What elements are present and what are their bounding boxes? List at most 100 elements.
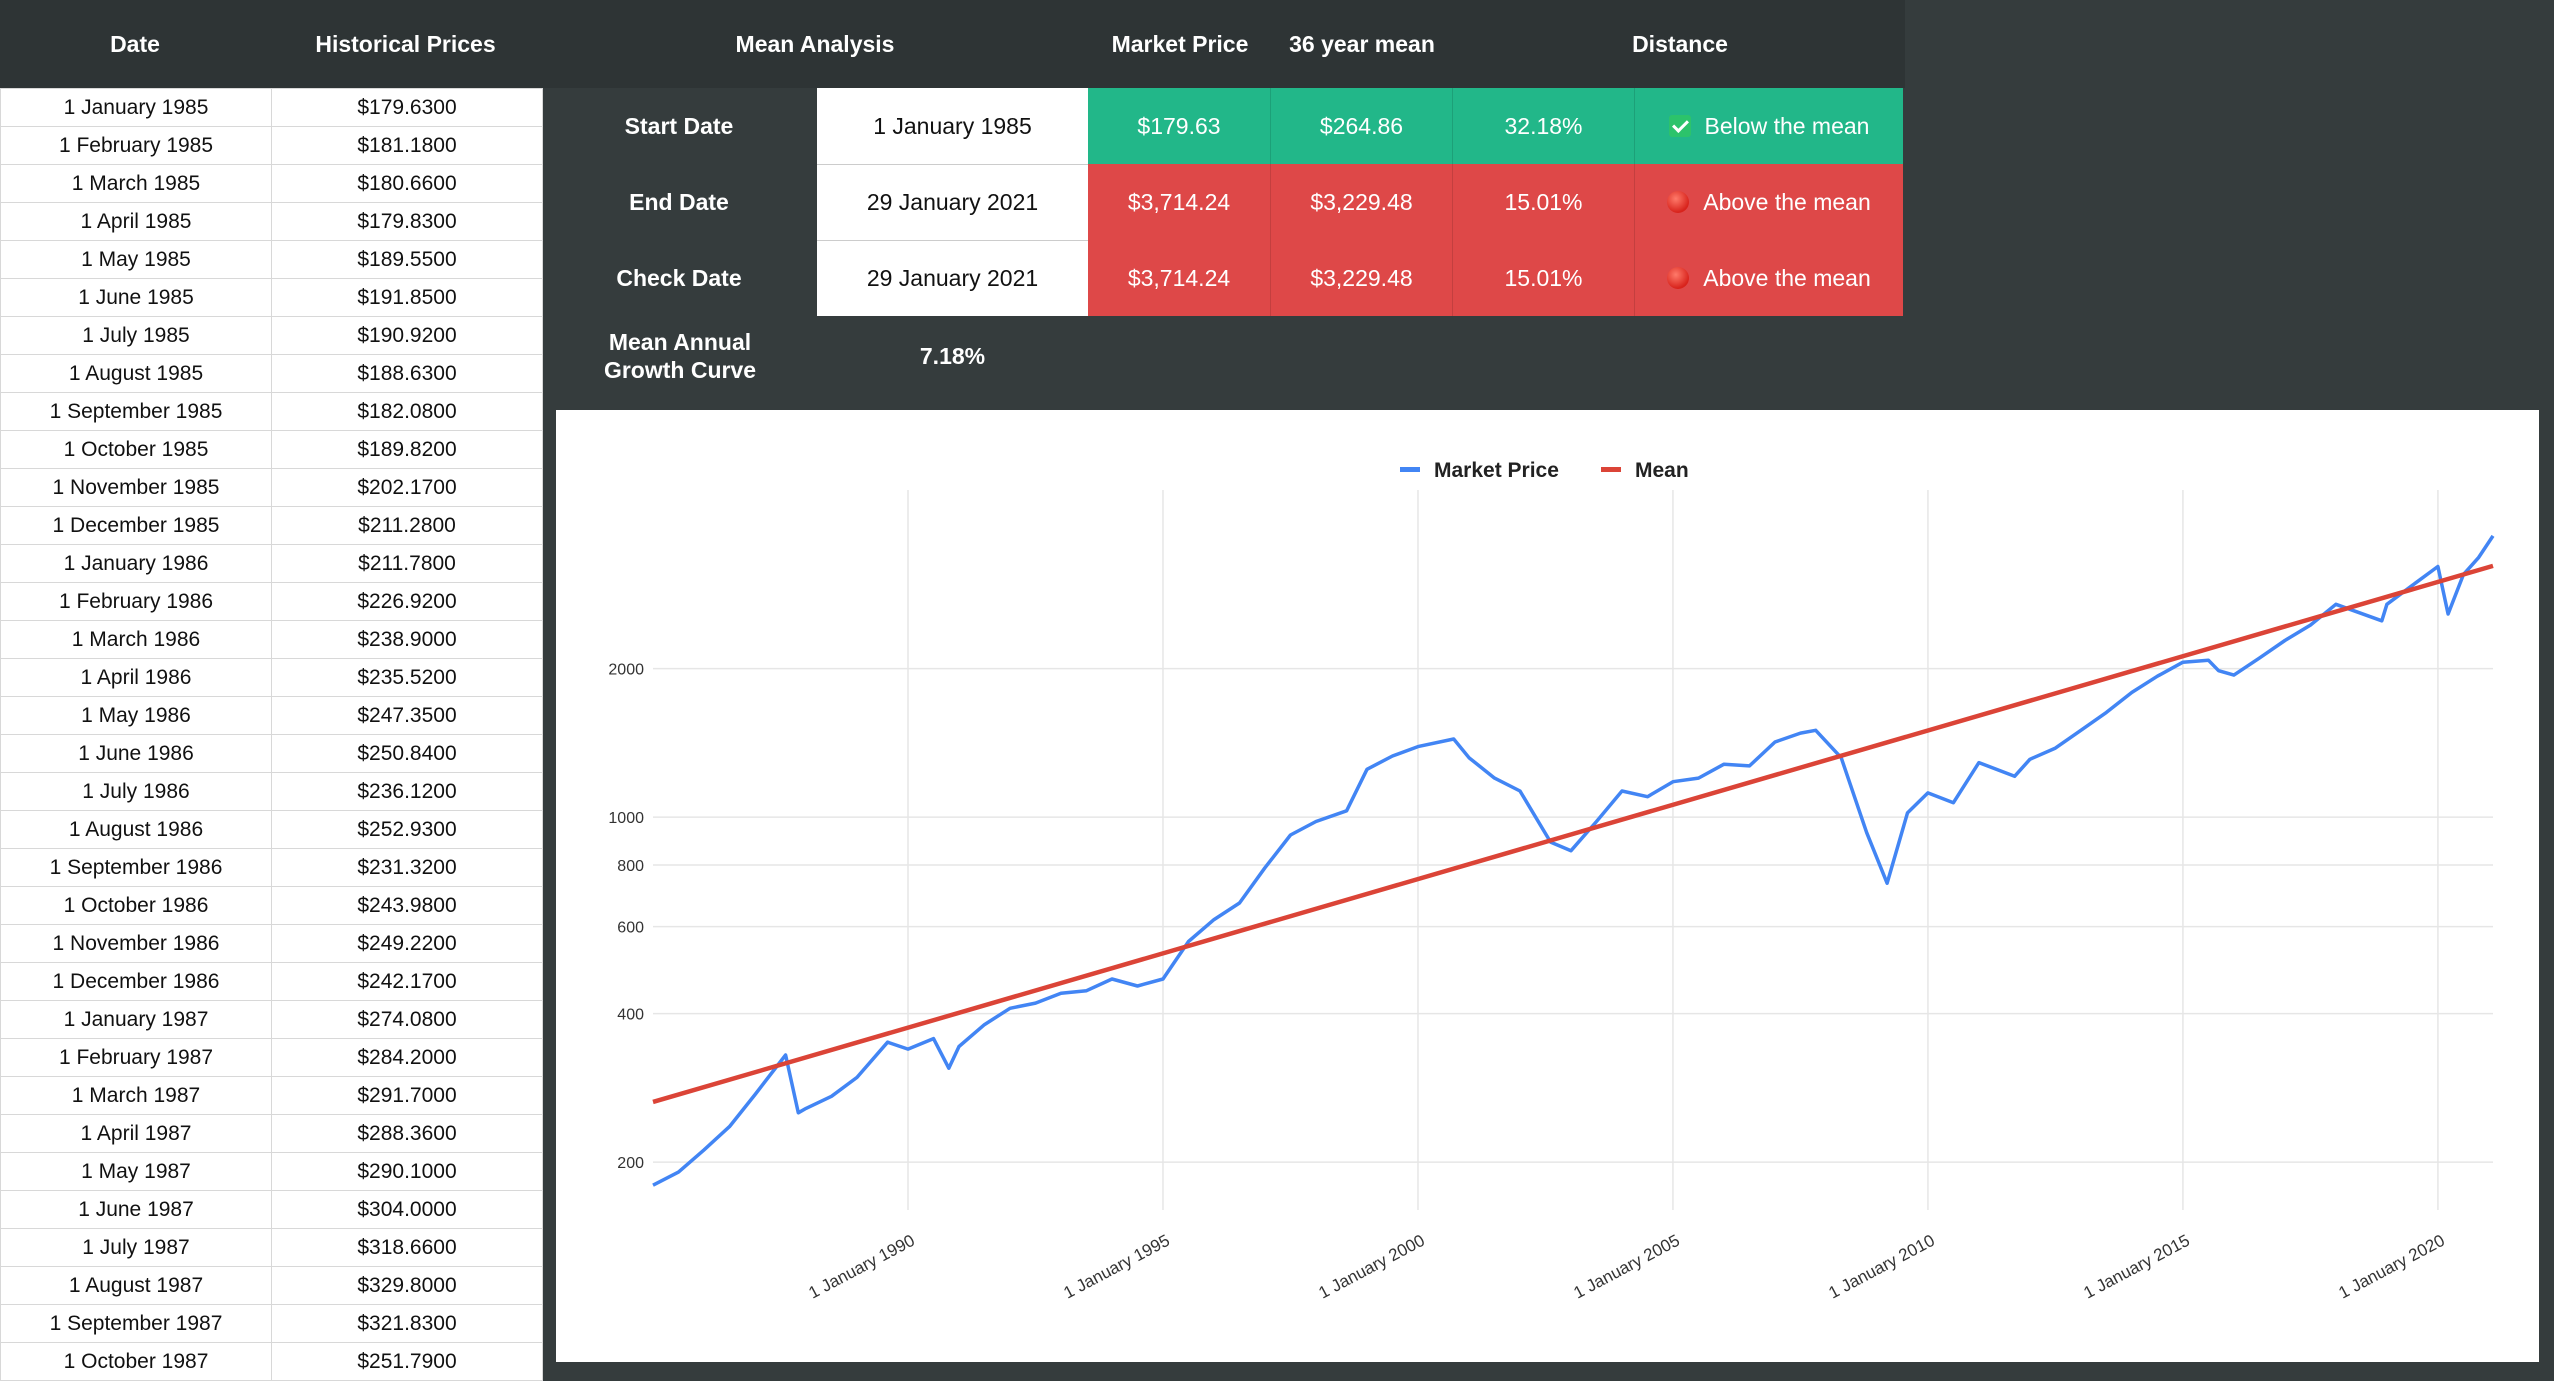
- table-row: 1 October 1985 $189.8200: [0, 430, 543, 469]
- x-tick-label: 1 January 2015: [2080, 1231, 2192, 1303]
- date-cell[interactable]: 1 April 1985: [0, 202, 272, 241]
- start-mean-value: $264.86: [1271, 88, 1453, 164]
- price-cell[interactable]: $318.6600: [271, 1228, 543, 1267]
- date-cell[interactable]: 1 April 1986: [0, 658, 272, 697]
- price-cell[interactable]: $189.5500: [271, 240, 543, 279]
- table-row: 1 July 1987 $318.6600: [0, 1228, 543, 1267]
- table-row: 1 January 1986 $211.7800: [0, 544, 543, 583]
- price-cell[interactable]: $321.8300: [271, 1304, 543, 1343]
- date-cell[interactable]: 1 January 1987: [0, 1000, 272, 1039]
- date-cell[interactable]: 1 September 1987: [0, 1304, 272, 1343]
- price-cell[interactable]: $238.9000: [271, 620, 543, 659]
- price-cell[interactable]: $236.1200: [271, 772, 543, 811]
- x-tick-label: 1 January 2010: [1825, 1231, 1937, 1303]
- date-cell[interactable]: 1 July 1985: [0, 316, 272, 355]
- price-cell[interactable]: $202.1700: [271, 468, 543, 507]
- date-cell[interactable]: 1 May 1987: [0, 1152, 272, 1191]
- check-distance-pct: 15.01%: [1453, 240, 1635, 316]
- price-cell[interactable]: $190.9200: [271, 316, 543, 355]
- date-cell[interactable]: 1 July 1987: [0, 1228, 272, 1267]
- price-cell[interactable]: $250.8400: [271, 734, 543, 773]
- mean-line: [652, 563, 2494, 1105]
- date-cell[interactable]: 1 September 1985: [0, 392, 272, 431]
- price-cell[interactable]: $211.2800: [271, 506, 543, 545]
- date-cell[interactable]: 1 July 1986: [0, 772, 272, 811]
- price-cell[interactable]: $188.6300: [271, 354, 543, 393]
- date-cell[interactable]: 1 June 1985: [0, 278, 272, 317]
- chart-series: [652, 534, 2495, 1187]
- table-row: 1 June 1986 $250.8400: [0, 734, 543, 773]
- date-cell[interactable]: 1 May 1985: [0, 240, 272, 279]
- table-row: 1 November 1985 $202.1700: [0, 468, 543, 507]
- price-cell[interactable]: $242.1700: [271, 962, 543, 1001]
- date-cell[interactable]: 1 March 1986: [0, 620, 272, 659]
- price-cell[interactable]: $284.2000: [271, 1038, 543, 1077]
- table-row: 1 February 1985 $181.1800: [0, 126, 543, 165]
- end-distance-pct: 15.01%: [1453, 164, 1635, 240]
- table-row: 1 September 1987 $321.8300: [0, 1304, 543, 1343]
- date-cell[interactable]: 1 August 1985: [0, 354, 272, 393]
- price-cell[interactable]: $182.0800: [271, 392, 543, 431]
- header-bar-right: [1905, 0, 2554, 88]
- date-cell[interactable]: 1 September 1986: [0, 848, 272, 887]
- date-cell[interactable]: 1 December 1986: [0, 962, 272, 1001]
- end-date-value[interactable]: 29 January 2021: [817, 164, 1088, 240]
- price-cell[interactable]: $247.3500: [271, 696, 543, 735]
- table-row: 1 October 1986 $243.9800: [0, 886, 543, 925]
- price-cell[interactable]: $243.9800: [271, 886, 543, 925]
- date-cell[interactable]: 1 October 1986: [0, 886, 272, 925]
- table-row: 1 July 1986 $236.1200: [0, 772, 543, 811]
- date-cell[interactable]: 1 August 1986: [0, 810, 272, 849]
- date-cell[interactable]: 1 June 1986: [0, 734, 272, 773]
- date-cell[interactable]: 1 March 1985: [0, 164, 272, 203]
- check-mean-value: $3,229.48: [1271, 240, 1453, 316]
- date-cell[interactable]: 1 April 1987: [0, 1114, 272, 1153]
- date-cell[interactable]: 1 October 1985: [0, 430, 272, 469]
- price-cell[interactable]: $211.7800: [271, 544, 543, 583]
- price-cell[interactable]: $251.7900: [271, 1342, 543, 1381]
- price-cell[interactable]: $288.3600: [271, 1114, 543, 1153]
- price-cell[interactable]: $290.1000: [271, 1152, 543, 1191]
- date-cell[interactable]: 1 December 1985: [0, 506, 272, 545]
- date-cell[interactable]: 1 February 1985: [0, 126, 272, 165]
- date-cell[interactable]: 1 February 1986: [0, 582, 272, 621]
- date-cell[interactable]: 1 January 1985: [0, 88, 272, 127]
- price-cell[interactable]: $249.2200: [271, 924, 543, 963]
- date-cell[interactable]: 1 May 1986: [0, 696, 272, 735]
- table-row: 1 September 1985 $182.0800: [0, 392, 543, 431]
- price-cell[interactable]: $231.3200: [271, 848, 543, 887]
- end-status-text: Above the mean: [1703, 188, 1871, 215]
- price-cell[interactable]: $180.6600: [271, 164, 543, 203]
- red-circle-icon: [1667, 191, 1690, 213]
- date-cell[interactable]: 1 February 1987: [0, 1038, 272, 1077]
- date-cell[interactable]: 1 November 1986: [0, 924, 272, 963]
- price-cell[interactable]: $274.0800: [271, 1000, 543, 1039]
- historical-prices-column-header: Historical Prices: [315, 30, 496, 57]
- price-cell[interactable]: $179.8300: [271, 202, 543, 241]
- date-cell[interactable]: 1 August 1987: [0, 1266, 272, 1305]
- growth-curve-value: 7.18%: [919, 343, 986, 369]
- check-date-value[interactable]: 29 January 2021: [817, 240, 1088, 316]
- price-cell[interactable]: $191.8500: [271, 278, 543, 317]
- price-cell[interactable]: $235.5200: [271, 658, 543, 697]
- table-row: 1 December 1986 $242.1700: [0, 962, 543, 1001]
- price-cell[interactable]: $304.0000: [271, 1190, 543, 1229]
- price-cell[interactable]: $226.9200: [271, 582, 543, 621]
- price-cell[interactable]: $179.6300: [271, 88, 543, 127]
- price-cell[interactable]: $189.8200: [271, 430, 543, 469]
- market-price-header: Market Price: [1111, 30, 1249, 57]
- date-cell[interactable]: 1 January 1986: [0, 544, 272, 583]
- table-row: 1 March 1986 $238.9000: [0, 620, 543, 659]
- date-cell[interactable]: 1 March 1987: [0, 1076, 272, 1115]
- price-cell[interactable]: $252.9300: [271, 810, 543, 849]
- table-row: 1 March 1985 $180.6600: [0, 164, 543, 203]
- start-distance-pct: 32.18%: [1453, 88, 1635, 164]
- date-cell[interactable]: 1 November 1985: [0, 468, 272, 507]
- date-cell[interactable]: 1 October 1987: [0, 1342, 272, 1381]
- start-date-value[interactable]: 1 January 1985: [817, 88, 1088, 164]
- market-price-line: [652, 534, 2495, 1187]
- date-cell[interactable]: 1 June 1987: [0, 1190, 272, 1229]
- price-cell[interactable]: $181.1800: [271, 126, 543, 165]
- price-cell[interactable]: $329.8000: [271, 1266, 543, 1305]
- price-cell[interactable]: $291.7000: [271, 1076, 543, 1115]
